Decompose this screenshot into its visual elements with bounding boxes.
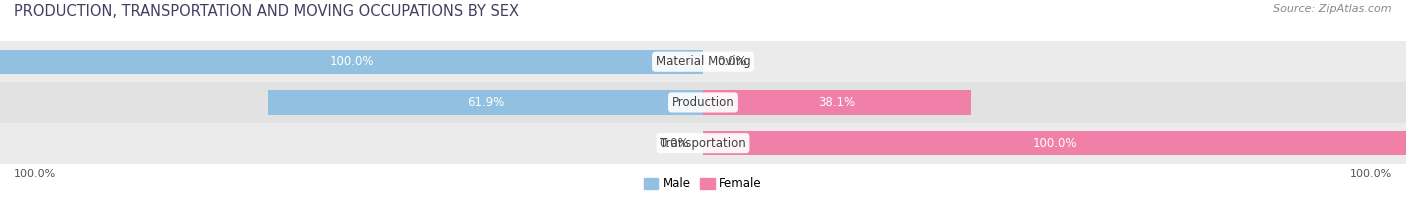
- Bar: [703, 90, 972, 115]
- Legend: Male, Female: Male, Female: [640, 173, 766, 195]
- Text: 100.0%: 100.0%: [1032, 137, 1077, 150]
- Bar: [703, 131, 1406, 155]
- Bar: [0, 49, 703, 74]
- Text: Production: Production: [672, 96, 734, 109]
- Bar: [0, 123, 1406, 164]
- Text: 100.0%: 100.0%: [1350, 169, 1392, 178]
- Bar: [269, 90, 703, 115]
- Text: Transportation: Transportation: [661, 137, 745, 150]
- Text: 0.0%: 0.0%: [717, 55, 747, 68]
- Text: Source: ZipAtlas.com: Source: ZipAtlas.com: [1274, 4, 1392, 14]
- Text: PRODUCTION, TRANSPORTATION AND MOVING OCCUPATIONS BY SEX: PRODUCTION, TRANSPORTATION AND MOVING OC…: [14, 4, 519, 19]
- Text: 38.1%: 38.1%: [818, 96, 855, 109]
- Text: 0.0%: 0.0%: [659, 137, 689, 150]
- Text: 100.0%: 100.0%: [14, 169, 56, 178]
- Text: Material Moving: Material Moving: [655, 55, 751, 68]
- Bar: [0, 82, 1406, 123]
- Bar: [0, 41, 1406, 82]
- Text: 100.0%: 100.0%: [329, 55, 374, 68]
- Text: 61.9%: 61.9%: [467, 96, 505, 109]
